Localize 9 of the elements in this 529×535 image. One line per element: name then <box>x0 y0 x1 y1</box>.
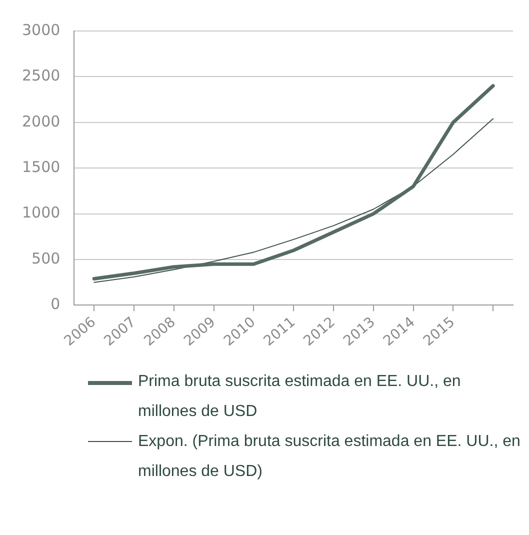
y-tick-label: 1500 <box>22 158 60 176</box>
y-tick-label: 0 <box>50 295 60 314</box>
y-tick-label: 2500 <box>22 66 60 85</box>
legend-label: Prima bruta suscrita estimada en EE. UU., en millones de USD <box>138 372 462 422</box>
y-tick-label: 500 <box>32 249 60 268</box>
legend-label: Expon. (Prima bruta suscrita estimada en EE. UU., en millones de USD) <box>138 432 521 482</box>
y-tick-label: 2000 <box>22 112 60 130</box>
y-tick-label: 3000 <box>22 20 60 39</box>
y-tick-label: 1000 <box>22 204 60 222</box>
